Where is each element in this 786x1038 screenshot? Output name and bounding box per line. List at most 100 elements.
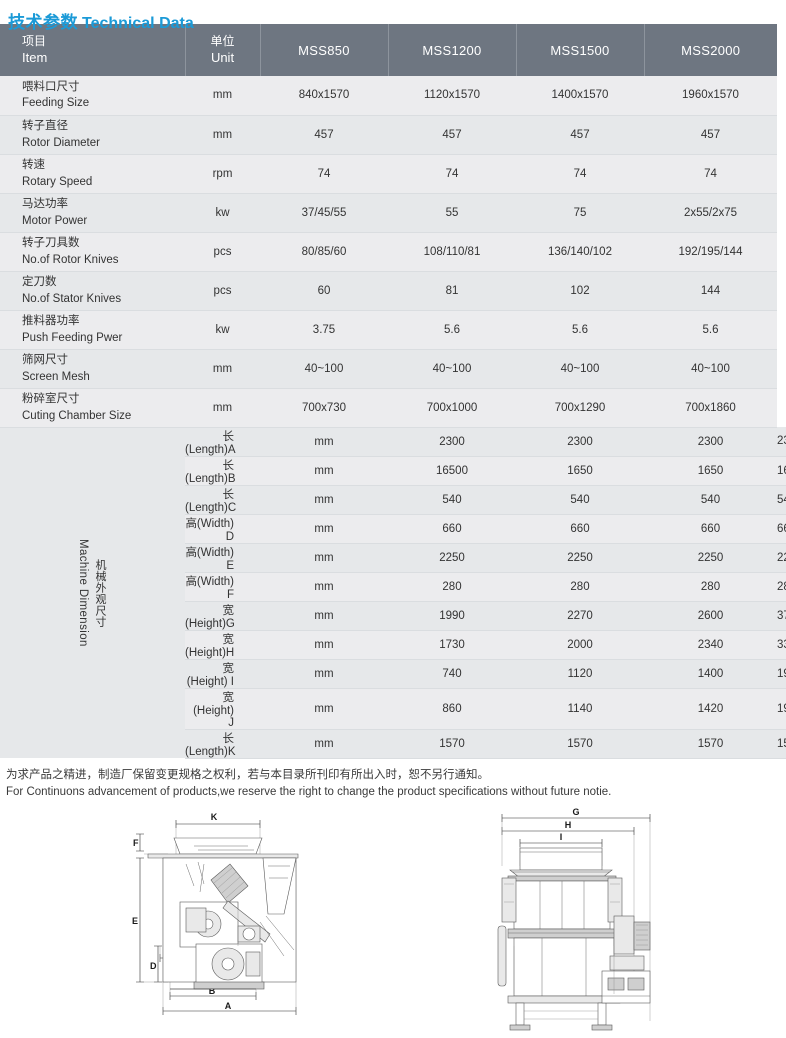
cell-value: 80/85/60 [260,232,388,272]
cell-value: 2300 [777,427,786,457]
row-unit: mm [185,76,260,116]
cell-value: 1650 [516,456,644,486]
row-unit: mm [260,659,388,689]
cell-value: 60 [260,271,388,311]
cell-value: 540 [777,485,786,515]
header-model-mss2000: MSS2000 [644,24,777,76]
side-view-drawing: K F E D [108,806,358,1038]
row-unit: pcs [185,271,260,311]
row-label-cn: 转子直径 [22,120,68,133]
cell-value: 1120 [516,659,644,689]
table-row-dimension: Machine Dimension 机械外观尺寸 长(Length)A mm 2… [0,427,786,758]
cell-value: 2300 [388,427,516,457]
row-unit: mm [260,688,388,730]
cell-value: 700x1000 [388,388,516,428]
table-row: 推料器功率 Push Feeding Pwer kw 3.75 5.6 5.6 … [0,310,786,350]
cell-value: 136/140/102 [516,232,644,272]
technical-data-table: 项目 Item 单位 Unit MSS850 MSS1200 MSS1500 M… [0,24,786,759]
cell-value: 457 [516,115,644,155]
dimension-label-d: D [150,961,157,971]
cell-value: 1400 [644,659,777,689]
cell-value: 108/110/81 [388,232,516,272]
dimension-label: 宽(Height) I [185,659,260,689]
dimension-a: A [162,1001,297,1016]
cell-value: 1980 [777,688,786,730]
row-unit: pcs [185,232,260,272]
table-row: 筛网尺寸 Screen Mesh mm 40~100 40~100 40~100… [0,349,786,389]
row-unit: mm [260,427,388,457]
cell-value: 1570 [516,729,644,759]
dimension-label: 长(Length)A [185,427,260,457]
row-label-en: Screen Mesh [22,370,90,383]
dimension-label-g: G [572,807,579,817]
cell-value: 16500 [388,456,516,486]
row-label-en: Motor Power [22,214,88,227]
machine-outline [497,847,651,1031]
row-label-cn: 定刀数 [22,276,57,289]
row-label-en: Push Feeding Pwer [22,331,123,344]
front-view-drawing: G H I J [478,806,668,1038]
cell-value: 55 [388,193,516,233]
cell-value: 840x1570 [260,76,388,116]
cell-value: 1140 [516,688,644,730]
cell-value: 1990 [388,601,516,631]
row-unit: mm [260,572,388,602]
table-row: 转速 Rotary Speed rpm 74 74 74 74 [0,154,786,194]
dimension-i: I [519,832,603,848]
disclaimer-note: 为求产品之精进，制造厂保留变更规格之权利，若与本目录所刊印有所出入时，恕不另行通… [0,759,786,807]
extension-lines [501,822,651,1022]
dimension-label: 长(Length)K [185,729,260,759]
dimension-label-i: I [560,832,563,842]
row-unit: mm [185,115,260,155]
technical-drawings: K F E D [0,806,786,1038]
row-label-en: Feeding Size [22,97,90,110]
cell-value: 1960 [777,659,786,689]
header-model-mss1200: MSS1200 [388,24,517,76]
dimension-label: 高(Width) D [185,514,260,544]
cell-value: 81 [388,271,516,311]
cell-value: 5.6 [388,310,516,350]
header-unit-cn: 单位 [210,34,235,49]
dimension-h: H [501,820,635,836]
cell-value: 1960x1570 [644,76,777,116]
cell-value: 280 [777,572,786,602]
disclaimer-cn: 为求产品之精进，制造厂保留变更规格之权利，若与本目录所刊印有所出入时，恕不另行通… [6,768,489,781]
row-label-en: No.of Rotor Knives [22,253,119,266]
cell-value: 3340 [777,630,786,660]
header-row: 项目 Item 单位 Unit MSS850 MSS1200 MSS1500 M… [0,24,786,76]
header-unit-en: Unit [210,50,235,66]
dimension-label: 宽(Height) J [185,688,260,730]
cell-value: 2340 [644,630,777,660]
cell-value: 280 [644,572,777,602]
cell-value: 740 [388,659,516,689]
table-row-dimension: 高(Width) F mm 280 280 280 280 [0,572,786,602]
dimension-label: 长(Length)C [185,485,260,515]
page-title-en: Technical Data [82,15,194,32]
cell-value: 457 [644,115,777,155]
cell-value: 1420 [644,688,777,730]
dimension-e: E [132,857,144,983]
cell-value: 700x730 [260,388,388,428]
cell-value: 40~100 [516,349,644,389]
cell-value: 540 [388,485,516,515]
row-unit: mm [260,456,388,486]
table-row-dimension: 宽(Height)H mm 1730 2000 2340 3340 [0,630,786,660]
dimension-label-h: H [565,820,572,830]
row-unit: kw [185,310,260,350]
cell-value: 144 [644,271,777,311]
header-item: 项目 Item [0,24,186,76]
row-label: 转速 Rotary Speed [0,154,185,194]
cell-value: 102 [516,271,644,311]
table-row: 喂料口尺寸 Feeding Size mm 840x1570 1120x1570… [0,76,786,116]
cell-value: 5.6 [644,310,777,350]
row-label-cn: 马达功率 [22,198,68,211]
cell-value: 457 [388,115,516,155]
row-label-cn: 喂料口尺寸 [22,81,80,94]
table-header: 项目 Item 单位 Unit MSS850 MSS1200 MSS1500 M… [0,24,786,76]
row-unit: mm [185,349,260,389]
cell-value: 1570 [388,729,516,759]
dimension-label-e: E [132,916,138,926]
cell-value: 37/45/55 [260,193,388,233]
row-label-cn: 推料器功率 [22,315,80,328]
row-label-cn: 粉碎室尺寸 [22,393,80,406]
